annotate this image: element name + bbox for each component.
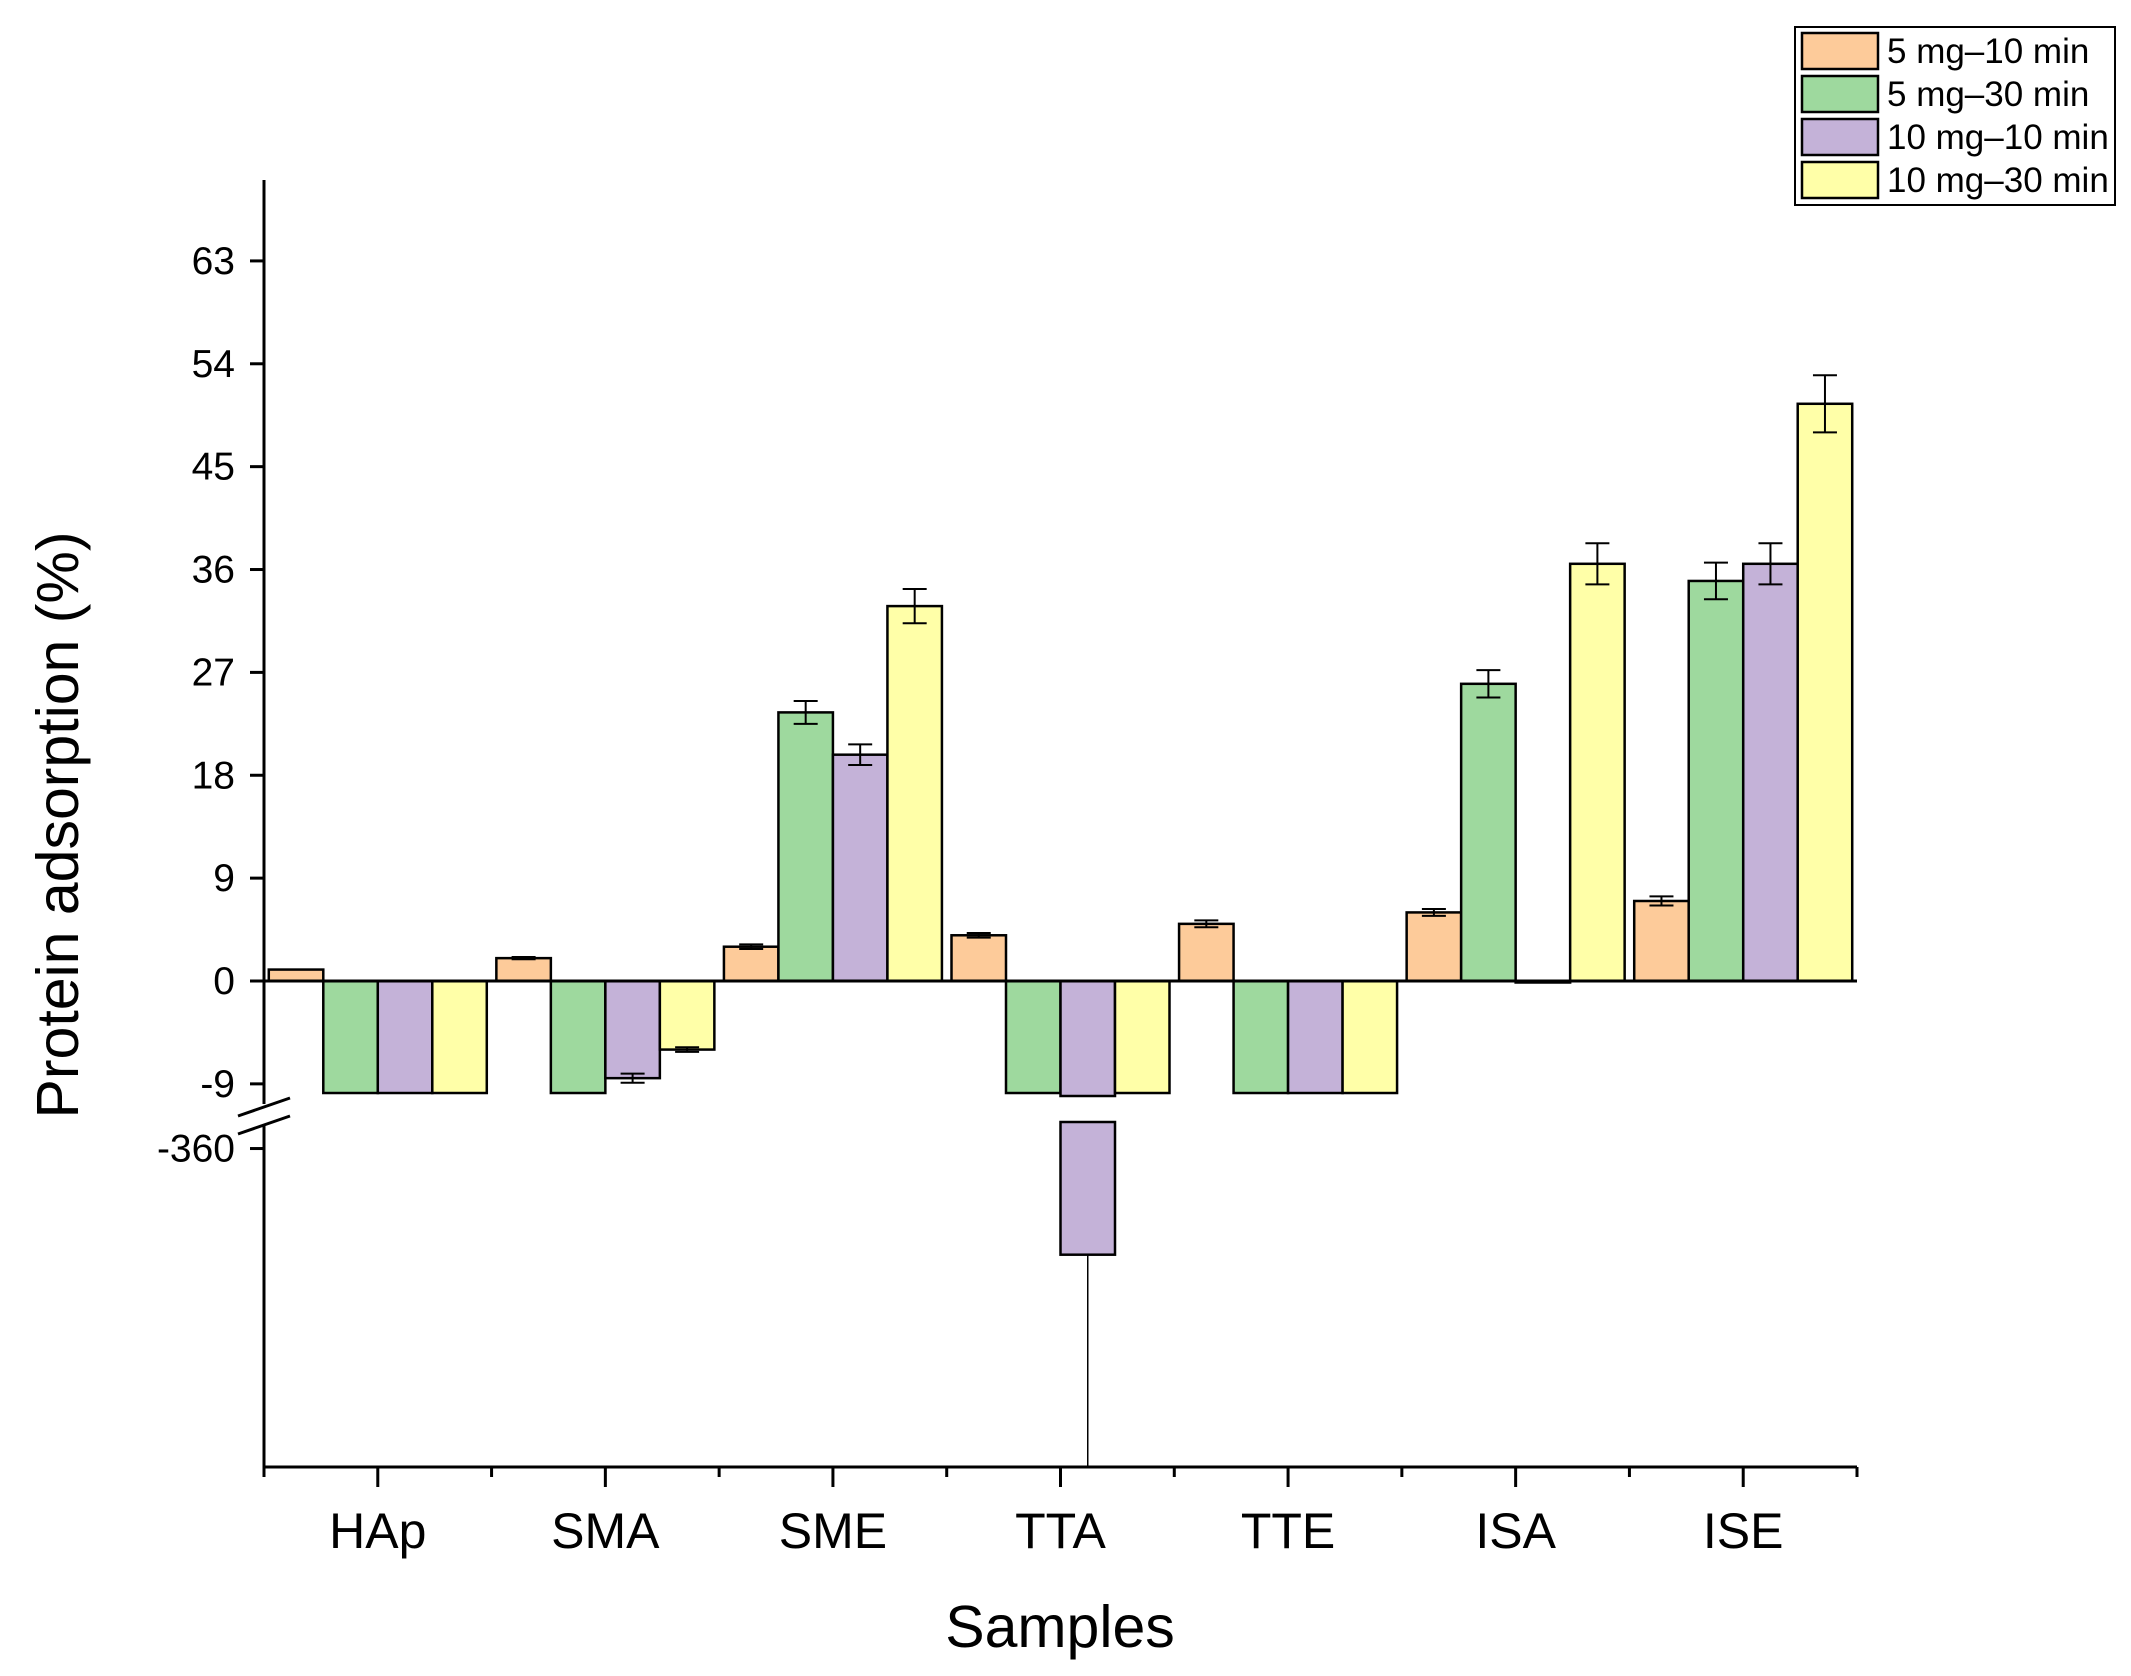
y-tick-label--9: -9 [200, 1063, 235, 1106]
bar-tta-s2 [1004, 979, 1062, 1095]
legend-swatch-1 [1800, 31, 1880, 71]
y-tick-label-27: 27 [192, 651, 235, 694]
x-tick-label-isa: ISA [1475, 1503, 1556, 1559]
labels-layer: 63 54 45 36 27 18 9 0 -9 -360 HAp SMA SME TTA TTE ISA IS… [25, 240, 1784, 1660]
x-tick-label-tte: TTE [1241, 1503, 1335, 1559]
bar-ise-s1 [1632, 899, 1690, 983]
legend-label-4: 10 mg–30 min [1887, 161, 2109, 200]
bar-sme-s1 [722, 945, 780, 983]
y-tick-label-0: 0 [213, 960, 235, 1003]
bar-sme-s4 [886, 604, 944, 983]
axis-break-mark-top [237, 1096, 291, 1118]
axis-break-mark-bottom [237, 1114, 291, 1136]
bar-tte-s2 [1232, 979, 1290, 1095]
x-tick-label-sma: SMA [551, 1503, 660, 1559]
y-tick-label--360: -360 [157, 1128, 235, 1171]
error-bars-layer [511, 374, 1837, 1467]
y-tick-label-18: 18 [192, 754, 235, 797]
x-tick-label-hap: HAp [329, 1503, 426, 1559]
bar-isa-s1 [1405, 911, 1463, 983]
bar-tta-s3-lower [1059, 1120, 1117, 1256]
bar-tte-s4 [1341, 979, 1399, 1095]
bar-isa-s2 [1459, 682, 1517, 983]
y-axis-title: Protein adsorption (%) [25, 531, 91, 1118]
legend-label-3: 10 mg–10 min [1887, 118, 2109, 157]
y-tick-label-45: 45 [192, 446, 235, 489]
bar-tte-s3 [1286, 979, 1344, 1095]
bar-ise-s2 [1687, 579, 1745, 983]
y-tick-label-9: 9 [213, 857, 235, 900]
legend-swatch-3 [1800, 117, 1880, 157]
legend-label-1: 5 mg–10 min [1887, 32, 2089, 71]
legend: 5 mg–10 min 5 mg–30 min 10 mg–10 min 10 mg–… [1794, 26, 2116, 206]
bar-sma-s1 [495, 956, 553, 983]
bar-tta-s1 [950, 934, 1008, 983]
bar-sme-s3 [831, 753, 889, 983]
bar-hap-s1 [267, 968, 325, 983]
bar-tte-s1 [1177, 922, 1235, 983]
bar-sma-s3 [604, 979, 662, 1080]
x-tick-label-ise: ISE [1703, 1503, 1784, 1559]
bar-sma-s4 [658, 979, 716, 1051]
x-axis-title: Samples [945, 1594, 1175, 1660]
legend-swatch-4 [1800, 160, 1880, 200]
y-tick-label-63: 63 [192, 240, 235, 283]
bar-hap-s2 [322, 979, 380, 1095]
bar-ise-s4 [1796, 402, 1854, 983]
legend-swatch-2 [1800, 74, 1880, 114]
bar-sme-s2 [777, 711, 835, 983]
bar-hap-s4 [431, 979, 489, 1095]
legend-label-2: 5 mg–30 min [1887, 75, 2089, 114]
axes-layer [237, 180, 1859, 1487]
x-tick-label-sme: SME [779, 1503, 887, 1559]
bars-layer [267, 402, 1854, 1256]
bar-ise-s3 [1741, 562, 1799, 983]
bar-tta-s3 [1059, 979, 1117, 1098]
x-tick-label-tta: TTA [1015, 1503, 1106, 1559]
y-tick-label-54: 54 [192, 343, 235, 386]
bar-isa-s4 [1568, 562, 1626, 983]
bar-hap-s3 [376, 979, 434, 1095]
bar-tta-s4 [1113, 979, 1171, 1095]
bar-sma-s2 [549, 979, 607, 1095]
y-tick-label-36: 36 [192, 549, 235, 592]
